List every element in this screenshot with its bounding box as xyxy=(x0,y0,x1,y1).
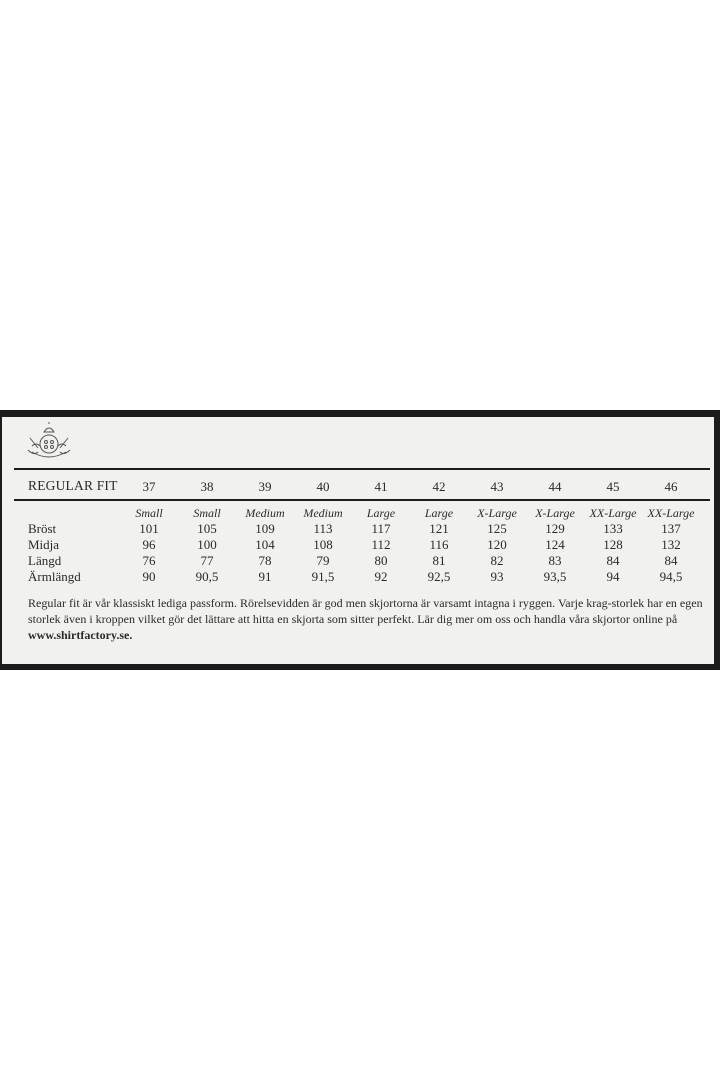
measurement-cell: 77 xyxy=(200,553,214,568)
measurement-cell: 104 xyxy=(255,537,275,552)
fit-label: Small xyxy=(135,506,163,520)
measurement-cell: 76 xyxy=(142,553,156,568)
fit-label: XX-Large xyxy=(589,506,637,520)
measurement-cell: 105 xyxy=(197,521,217,536)
measurement-cell: 94,5 xyxy=(659,569,683,584)
measurement-cell: 93 xyxy=(490,569,504,584)
size-header: 41 xyxy=(374,479,388,494)
measurement-cell: 124 xyxy=(545,537,565,552)
fit-label: XX-Large xyxy=(647,506,695,520)
fit-label: Medium xyxy=(303,506,343,520)
measurement-cell: 129 xyxy=(545,521,565,536)
measurement-cell: 90 xyxy=(142,569,156,584)
measurement-cell: 92,5 xyxy=(427,569,451,584)
description-text: Regular fit är vår klassiskt lediga pass… xyxy=(28,596,703,626)
row-label: Längd xyxy=(28,553,62,568)
measurement-cell: 120 xyxy=(487,537,507,552)
size-header: 42 xyxy=(432,479,446,494)
row-label: Bröst xyxy=(28,521,57,536)
website-link[interactable]: www.shirtfactory.se. xyxy=(28,628,133,642)
measurement-cell: 121 xyxy=(429,521,449,536)
row-label: Midja xyxy=(28,537,60,552)
fit-title: REGULAR FIT xyxy=(28,478,118,493)
measurement-cell: 101 xyxy=(139,521,159,536)
measurement-cell: 91,5 xyxy=(311,569,335,584)
measurement-cell: 113 xyxy=(313,521,333,536)
size-header: 43 xyxy=(490,479,504,494)
size-header: 46 xyxy=(664,479,678,494)
fit-label: X-Large xyxy=(477,506,517,520)
measurement-cell: 90,5 xyxy=(195,569,219,584)
measurement-cell: 137 xyxy=(661,521,681,536)
description: Regular fit är vår klassiskt lediga pass… xyxy=(28,595,718,643)
measurement-cell: 117 xyxy=(371,521,391,536)
measurement-cell: 92 xyxy=(374,569,388,584)
measurement-cell: 128 xyxy=(603,537,623,552)
measurement-cell: 93,5 xyxy=(543,569,567,584)
measurement-cell: 133 xyxy=(603,521,623,536)
measurement-cell: 83 xyxy=(548,553,562,568)
size-header: 37 xyxy=(142,479,156,494)
size-chart-card: REGULAR FIT 37 Small 101 96 76 90 38 Small 105 10… xyxy=(0,410,720,670)
measurement-cell: 81 xyxy=(432,553,446,568)
measurement-cell: 132 xyxy=(661,537,681,552)
size-header: 39 xyxy=(258,479,272,494)
measurement-cell: 84 xyxy=(664,553,678,568)
size-header: 45 xyxy=(606,479,620,494)
row-label: Ärmlängd xyxy=(28,569,81,584)
measurement-cell: 82 xyxy=(490,553,504,568)
measurement-cell: 94 xyxy=(606,569,620,584)
measurement-cell: 80 xyxy=(374,553,388,568)
size-header: 38 xyxy=(200,479,214,494)
fit-label: Large xyxy=(366,506,396,520)
measurement-cell: 96 xyxy=(142,537,156,552)
fit-label: X-Large xyxy=(535,506,575,520)
measurement-cell: 91 xyxy=(258,569,272,584)
measurement-cell: 112 xyxy=(371,537,391,552)
measurement-cell: 108 xyxy=(313,537,333,552)
measurement-cell: 100 xyxy=(197,537,217,552)
fit-label: Medium xyxy=(245,506,285,520)
header-bottom-rule xyxy=(14,499,710,501)
size-header: 40 xyxy=(316,479,330,494)
size-header: 44 xyxy=(548,479,562,494)
crest-emblem-icon xyxy=(27,422,71,458)
fit-label: Small xyxy=(193,506,221,520)
header-top-rule xyxy=(14,468,710,470)
fit-label: Large xyxy=(424,506,454,520)
measurement-cell: 79 xyxy=(316,553,330,568)
measurement-cell: 116 xyxy=(429,537,449,552)
measurement-cell: 109 xyxy=(255,521,275,536)
measurement-cell: 84 xyxy=(606,553,620,568)
measurement-cell: 125 xyxy=(487,521,507,536)
measurement-cell: 78 xyxy=(258,553,272,568)
